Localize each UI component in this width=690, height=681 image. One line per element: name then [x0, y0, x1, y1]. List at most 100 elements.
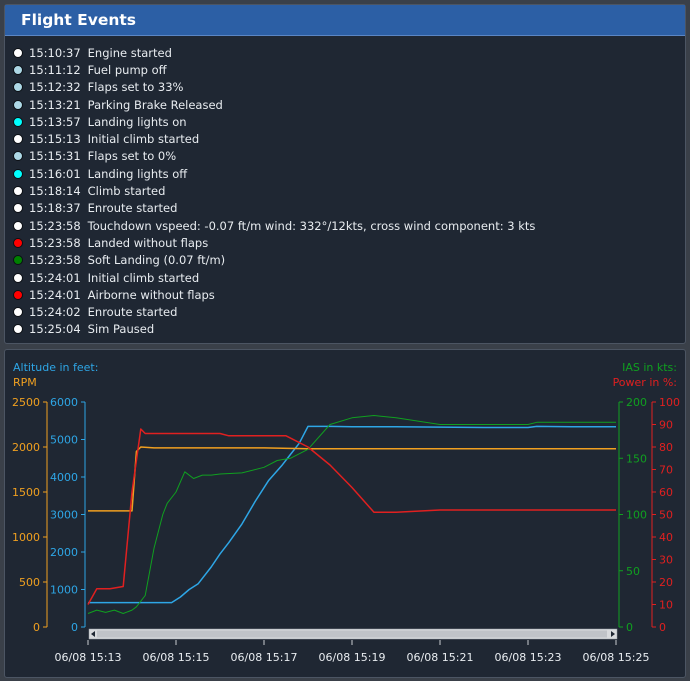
- series-line-ias: [87, 415, 616, 614]
- event-dot-icon: [13, 134, 23, 145]
- altitude-tick-label: 2000: [50, 546, 78, 559]
- ias-tick-label: 0: [626, 621, 633, 634]
- event-time: 15:23:58: [29, 218, 81, 233]
- x-tick-label: 06/08 15:17: [231, 651, 298, 664]
- event-time: 15:18:14: [29, 184, 81, 199]
- power-tick-label: 90: [659, 419, 673, 432]
- event-dot-icon: [13, 64, 23, 75]
- event-time: 15:16:01: [29, 166, 81, 181]
- power-tick-label: 30: [659, 554, 673, 567]
- event-list: 15:10:37 Engine started 15:11:12 Fuel pump …: [13, 44, 535, 338]
- series-line-altitude: [88, 425, 616, 604]
- rpm-tick-label: 1000: [12, 531, 40, 544]
- x-tick-label: 06/08 15:19: [319, 651, 386, 664]
- power-tick-label: 50: [659, 509, 673, 522]
- event-text: Landing lights on: [87, 114, 187, 129]
- event-dot-icon: [13, 289, 23, 300]
- event-time: 15:23:58: [29, 253, 81, 268]
- event-row: 15:23:58 Touchdown vspeed: -0.07 ft/m win…: [13, 217, 535, 234]
- event-dot-icon: [13, 220, 23, 231]
- altitude-axis-title: Altitude in feet:: [13, 361, 98, 374]
- ias-tick-label: 150: [626, 452, 647, 465]
- event-row: 15:13:57 Landing lights on: [13, 113, 535, 130]
- rpm-tick-label: 500: [19, 576, 40, 589]
- ias-axis-title: IAS in kts:: [622, 361, 677, 374]
- event-row: 15:11:12 Fuel pump off: [13, 61, 535, 78]
- flight-chart-panel: Altitude in feet: RPM IAS in kts: Power …: [4, 349, 686, 678]
- altitude-tick-label: 4000: [50, 471, 78, 484]
- altitude-tick-label: 1000: [50, 584, 78, 597]
- event-row: 15:10:37 Engine started: [13, 44, 535, 61]
- x-tick-label: 06/08 15:23: [495, 651, 562, 664]
- ias-tick-label: 200: [626, 396, 647, 409]
- event-row: 15:23:58 Landed without flaps: [13, 234, 535, 251]
- event-text: Flaps set to 33%: [87, 80, 184, 95]
- altitude-tick-label: 3000: [50, 509, 78, 522]
- event-dot-icon: [13, 255, 23, 266]
- event-text: Sim Paused: [87, 322, 155, 337]
- event-dot-icon: [13, 307, 23, 318]
- event-time: 15:23:58: [29, 235, 81, 250]
- event-text: Parking Brake Released: [87, 97, 223, 112]
- rpm-tick-label: 0: [33, 621, 40, 634]
- event-time: 15:25:04: [29, 322, 81, 337]
- event-row: 15:23:58 Soft Landing (0.07 ft/m): [13, 252, 535, 269]
- event-text: Fuel pump off: [87, 62, 167, 77]
- altitude-tick-label: 6000: [50, 396, 78, 409]
- event-time: 15:15:13: [29, 132, 81, 147]
- event-dot-icon: [13, 116, 23, 127]
- event-dot-icon: [13, 186, 23, 197]
- altitude-tick-label: 5000: [50, 434, 78, 447]
- event-row: 15:15:31 Flaps set to 0%: [13, 148, 535, 165]
- event-text: Landed without flaps: [87, 235, 209, 250]
- series-layer: [87, 415, 616, 614]
- panel-title: Flight Events: [21, 11, 137, 29]
- x-tick-label: 06/08 15:25: [583, 651, 650, 664]
- x-tick-label: 06/08 15:13: [55, 651, 122, 664]
- event-row: 15:25:04 Sim Paused: [13, 321, 535, 338]
- event-time: 15:15:31: [29, 149, 81, 164]
- ias-tick-label: 50: [626, 565, 640, 578]
- scroll-left-arrow-icon[interactable]: [91, 631, 95, 637]
- scroll-right-arrow-icon[interactable]: [611, 631, 615, 637]
- event-text: Landing lights off: [87, 166, 188, 181]
- event-row: 15:24:01 Initial climb started: [13, 269, 535, 286]
- event-time: 15:10:37: [29, 45, 81, 60]
- flight-events-header: Flight Events: [5, 5, 685, 36]
- flight-events-panel: Flight Events 15:10:37 Engine started 15:1…: [4, 4, 686, 344]
- event-text: Enroute started: [87, 201, 178, 216]
- event-row: 15:12:32 Flaps set to 33%: [13, 79, 535, 96]
- event-text: Climb started: [87, 184, 166, 199]
- event-dot-icon: [13, 272, 23, 283]
- event-text: Engine started: [87, 45, 172, 60]
- power-tick-label: 0: [659, 621, 666, 634]
- event-row: 15:16:01 Landing lights off: [13, 165, 535, 182]
- ias-tick-label: 100: [626, 509, 647, 522]
- event-time: 15:24:02: [29, 305, 81, 320]
- event-dot-icon: [13, 82, 23, 93]
- event-text: Enroute started: [87, 305, 178, 320]
- event-dot-icon: [13, 151, 23, 162]
- power-tick-label: 80: [659, 441, 673, 454]
- event-row: 15:15:13 Initial climb started: [13, 130, 535, 147]
- scrollbar-thumb[interactable]: [97, 630, 607, 638]
- rpm-tick-label: 2000: [12, 441, 40, 454]
- event-text: Initial climb started: [87, 132, 200, 147]
- event-text: Airborne without flaps: [87, 287, 215, 302]
- series-line-power: [87, 428, 616, 605]
- axes-layer: 0500100015002000250001000200030004000500…: [12, 396, 680, 634]
- x-tick-label: 06/08 15:21: [407, 651, 474, 664]
- event-row: 15:18:37 Enroute started: [13, 200, 535, 217]
- event-dot-icon: [13, 99, 23, 110]
- rpm-tick-label: 2500: [12, 396, 40, 409]
- power-tick-label: 70: [659, 464, 673, 477]
- rpm-axis-title: RPM: [13, 376, 37, 389]
- event-time: 15:11:12: [29, 62, 81, 77]
- power-tick-label: 20: [659, 576, 673, 589]
- time-scrollbar[interactable]: [88, 628, 618, 640]
- event-text: Touchdown vspeed: -0.07 ft/m wind: 332°/…: [87, 218, 536, 233]
- event-dot-icon: [13, 237, 23, 248]
- event-dot-icon: [13, 47, 23, 58]
- event-text: Soft Landing (0.07 ft/m): [87, 253, 226, 268]
- event-dot-icon: [13, 203, 23, 214]
